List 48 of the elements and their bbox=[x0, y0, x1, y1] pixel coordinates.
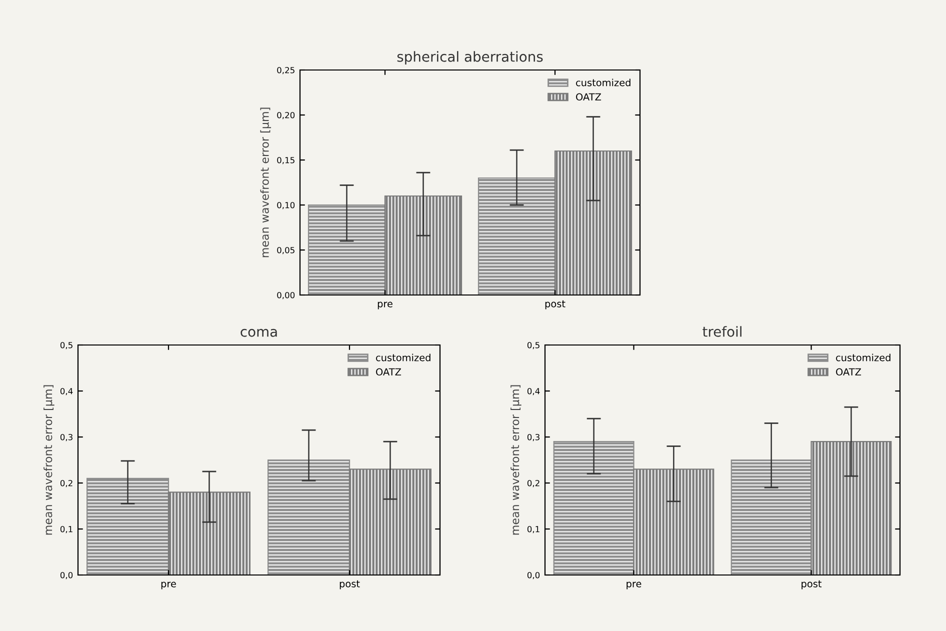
bar bbox=[554, 150, 632, 295]
y-tick-label: 0,1 bbox=[527, 526, 540, 534]
legend-label: OATZ bbox=[836, 368, 862, 376]
y-tick-label: 0,2 bbox=[60, 480, 72, 488]
chart-title: trefoil bbox=[702, 326, 742, 337]
bar bbox=[478, 177, 556, 295]
y-tick-label: 0,15 bbox=[277, 156, 294, 164]
chart-title: coma bbox=[240, 328, 277, 337]
bar bbox=[267, 459, 350, 575]
y-tick-label: 0,4 bbox=[527, 388, 540, 396]
legend-label: OATZ bbox=[576, 93, 602, 101]
y-tick-label: 0,2 bbox=[527, 480, 540, 488]
bar bbox=[553, 441, 634, 575]
y-tick-label: 0,05 bbox=[277, 246, 294, 254]
bar bbox=[384, 195, 462, 295]
x-tick-label: pre bbox=[378, 302, 392, 310]
bar bbox=[633, 468, 714, 575]
bar bbox=[810, 441, 892, 575]
bar bbox=[86, 478, 170, 575]
y-tick-label: 0,0 bbox=[60, 572, 73, 580]
y-tick-label: 0,4 bbox=[60, 388, 73, 396]
y-tick-label: 0,5 bbox=[527, 342, 540, 350]
bar bbox=[730, 459, 812, 575]
x-tick-label: post bbox=[340, 580, 360, 590]
y-tick-label: 0,1 bbox=[60, 526, 72, 534]
x-tick-label: post bbox=[545, 300, 566, 310]
y-tick-label: 0,3 bbox=[527, 434, 540, 442]
x-tick-label: pre bbox=[626, 582, 642, 590]
y-tick-label: 0,20 bbox=[277, 112, 295, 120]
bar bbox=[308, 204, 386, 295]
x-tick-label: post bbox=[802, 580, 822, 590]
legend-label: customized bbox=[576, 78, 630, 86]
y-tick-label: 0,00 bbox=[277, 292, 295, 300]
bar bbox=[348, 468, 432, 575]
legend-label: customized bbox=[836, 354, 890, 362]
y-tick-label: 0,5 bbox=[60, 342, 72, 350]
y-axis-title: mean wavefront error [µm] bbox=[44, 385, 54, 535]
x-tick-label: pre bbox=[161, 582, 176, 590]
y-tick-label: 0,25 bbox=[277, 66, 294, 74]
y-tick-label: 0,10 bbox=[277, 202, 295, 210]
legend-label: OATZ bbox=[376, 368, 402, 376]
y-tick-label: 0,3 bbox=[60, 434, 72, 442]
y-axis-title: mean wavefront error [µm] bbox=[510, 385, 522, 535]
bar bbox=[168, 492, 251, 575]
legend-label: customized bbox=[376, 354, 430, 362]
y-tick-label: 0,0 bbox=[527, 572, 540, 580]
chart-title: spherical aberrations bbox=[397, 51, 543, 65]
y-axis-title: mean wavefront error [µm] bbox=[260, 108, 272, 258]
